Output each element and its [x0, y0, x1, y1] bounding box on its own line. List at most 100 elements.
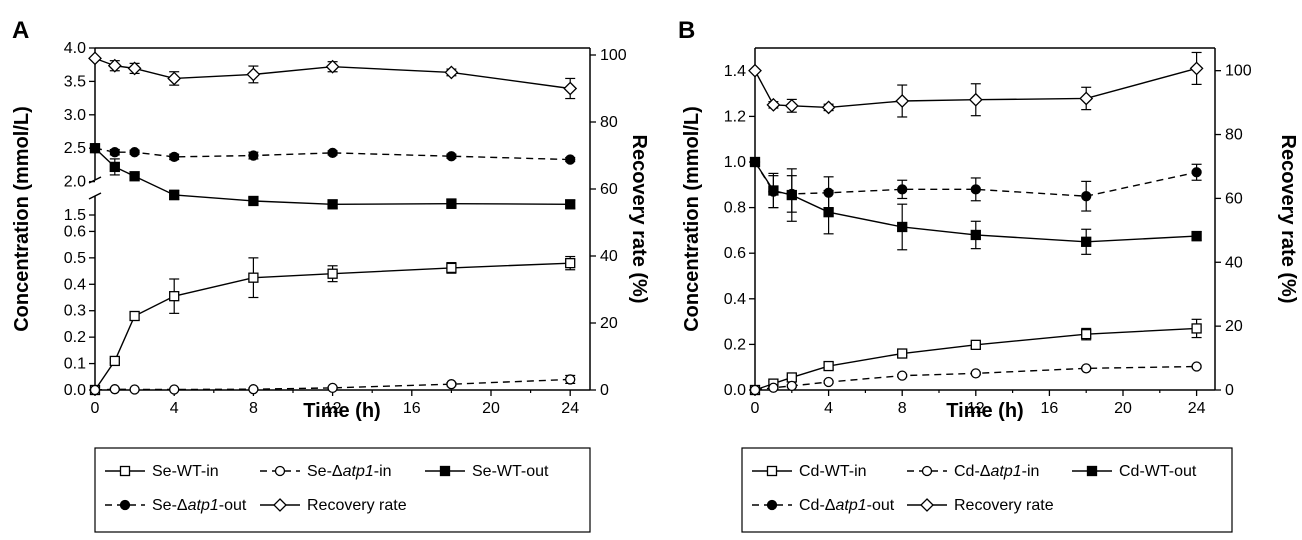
panel-a-x-tick-label: 8 — [249, 400, 258, 417]
panel-b-y-tick-label: 0.6 — [724, 245, 746, 262]
panel-b-x-tick-label: 16 — [1041, 400, 1059, 417]
panel-b-y-right-tick-label: 0 — [1225, 382, 1234, 399]
panel-b-point-cd-wt-in — [786, 372, 797, 383]
panel-b-legend-marker — [766, 465, 778, 477]
panel-a-point-se-wt-in — [446, 262, 457, 274]
panel-a-legend-label: Se-Δatp1-out — [152, 497, 247, 514]
panel-b-y-axis-title: Concentration (mmol/L) — [681, 106, 703, 332]
panel-b-x-tick-label: 20 — [1114, 400, 1132, 417]
panel-a-point-se-delta-atp1-out — [89, 143, 101, 154]
panel-b-y-right-tick-label: 20 — [1225, 318, 1243, 335]
panel-a-point-se-wt-in — [565, 257, 576, 269]
panel-b-legend-item: Cd-Δatp1-in — [907, 463, 1039, 480]
panel-a-x-tick-label: 0 — [91, 400, 100, 417]
panel-a-legend-item: Se-WT-out — [425, 463, 549, 480]
panel-b-point-cd-delta-atp1-out — [970, 184, 981, 195]
panel-b-series-line-cd-wt-in — [754, 327, 1197, 391]
panel-a-point-se-wt-in — [327, 268, 338, 279]
panel-b-point-cd-delta-atp1-out — [1191, 167, 1202, 178]
panel-a-point-se-wt-in — [129, 310, 140, 322]
panel-a-point-se-delta-atp1-out — [327, 147, 338, 159]
panel-a-legend-item: Se-WT-in — [105, 463, 219, 480]
panel-a-point-recovery-rate — [167, 71, 182, 86]
panel-a-point-se-wt-out — [248, 195, 259, 207]
panel-a-series-line-se-delta-atp1-in — [94, 378, 571, 391]
panel-a-series-line-se-wt-in — [94, 262, 571, 391]
panel-a-point-se-wt-in — [169, 291, 180, 302]
panel-b-point-cd-delta-atp1-out — [823, 187, 834, 198]
panel-b-series — [748, 51, 1204, 396]
panel-a-y-right-tick-label: 80 — [600, 114, 618, 131]
panel-b-point-cd-wt-in — [1191, 323, 1202, 334]
panel-a-y-right-tick-label: 100 — [600, 47, 627, 64]
panel-a-y-tick-label: 2.0 — [64, 174, 86, 191]
panel-b-legend-marker — [921, 465, 933, 477]
panel-a-legend: Se-WT-in Se-Δatp1-in Se-WT-out Se-Δatp1-out… — [105, 463, 549, 514]
panel-a-series — [88, 51, 578, 396]
panel-b-point-cd-delta-atp1-in — [749, 384, 761, 396]
panel-a-point-recovery-rate — [127, 61, 142, 76]
panel-a-point-recovery-rate — [246, 67, 261, 82]
panel-a-ticks: 0 4 8 12 16 20 24 0.0 0.1 0.2 0.3 0.4 0.5 0.61.5 2.0 2.… — [64, 40, 627, 417]
panel-a-x-tick-label: 12 — [324, 400, 342, 417]
panel-b-legend-item: Recovery rate — [907, 497, 1054, 514]
panel-a-point-se-wt-out — [446, 198, 457, 209]
panel-a-point-se-delta-atp1-out — [129, 147, 140, 158]
panel-b-point-cd-wt-out — [970, 229, 981, 241]
panel-a-legend-marker — [119, 465, 131, 477]
panel-a-point-se-wt-out — [129, 171, 140, 182]
panel-a-y-right-tick-label: 40 — [600, 248, 618, 265]
panel-a-y-right-axis-title: Recovery rate (%) — [628, 135, 650, 304]
panel-b-y-right-tick-label: 100 — [1225, 63, 1252, 80]
panel-b-x-axis-title: Time (h) — [946, 400, 1023, 422]
panel-b-legend-marker — [766, 499, 778, 511]
panel-a-legend-marker — [274, 465, 286, 477]
panel-a-legend-marker — [439, 465, 451, 477]
panel-b-y-right-tick-label: 80 — [1225, 127, 1243, 144]
panel-a-point-se-wt-out — [565, 199, 576, 210]
panel-a-point-recovery-rate — [444, 65, 459, 80]
panel-b-point-cd-wt-out — [1081, 236, 1092, 247]
panel-a-point-se-delta-atp1-in — [129, 384, 140, 395]
panel-a-point-se-delta-atp1-in — [169, 384, 180, 395]
panel-b-point-cd-delta-atp1-in — [897, 370, 908, 381]
panel-b-y-right-axis-title: Recovery rate (%) — [1277, 135, 1299, 304]
panel-b-point-cd-wt-in — [897, 348, 908, 359]
panel-a-y-tick-label: 4.0 — [64, 40, 86, 57]
panel-a-point-se-delta-atp1-out — [109, 147, 120, 158]
panel-b-x-tick-label: 8 — [898, 400, 907, 417]
panel-a-y-right-tick-label: 60 — [600, 181, 618, 198]
panel-b-point-cd-wt-out — [897, 221, 908, 233]
panel-b-legend-item: Cd-Δatp1-out — [752, 497, 895, 514]
panel-b-legend-label: Cd-WT-out — [1119, 463, 1197, 480]
panel-a-y-tick-label: 2.5 — [64, 140, 86, 157]
panel-a-series-line-se-delta-atp1-out — [94, 147, 571, 161]
panel-b-legend-marker — [920, 498, 934, 512]
panel-b-point-cd-delta-atp1-in — [1191, 361, 1202, 372]
panel-a-legend-label: Se-WT-out — [472, 463, 549, 480]
panel-b-point-cd-delta-atp1-out — [1081, 191, 1092, 202]
panel-a-point-recovery-rate — [325, 59, 340, 74]
panel-a-y-tick-label: 1.5 — [64, 207, 86, 224]
panel-b-point-cd-delta-atp1-in — [1081, 363, 1092, 374]
panel-b-y-tick-label: 0.4 — [724, 291, 746, 308]
panel-b-y-tick-label: 0.2 — [724, 336, 746, 353]
panel-b-legend-item: Cd-WT-out — [1072, 463, 1197, 480]
panel-b-legend-item: Cd-WT-in — [752, 463, 867, 480]
panel-a-point-se-delta-atp1-out — [565, 154, 576, 165]
panel-b-legend-box — [741, 447, 1233, 533]
panel-a-point-se-wt-out — [169, 189, 180, 201]
panel-a-legend-label: Recovery rate — [307, 497, 407, 514]
panel-b-legend: Cd-WT-in Cd-Δatp1-in Cd-WT-out Cd-Δatp1-out… — [752, 463, 1197, 514]
panel-a-legend-label: Se-WT-in — [152, 463, 219, 480]
panel-a-x-tick-label: 16 — [403, 400, 421, 417]
panel-b-x-tick-label: 12 — [967, 400, 985, 417]
panel-a-legend-marker — [273, 498, 287, 512]
panel-a-point-se-delta-atp1-in — [327, 382, 338, 394]
panel-a-y-right-tick-label: 0 — [600, 382, 609, 399]
panel-a-point-se-delta-atp1-out — [446, 151, 457, 162]
panel-a-point-recovery-rate — [88, 51, 102, 66]
panel-a-y-tick-label: 3.5 — [64, 73, 86, 90]
panel-b-point-cd-wt-in — [970, 339, 981, 351]
panel-a-axis-break-mark-2 — [88, 192, 102, 200]
